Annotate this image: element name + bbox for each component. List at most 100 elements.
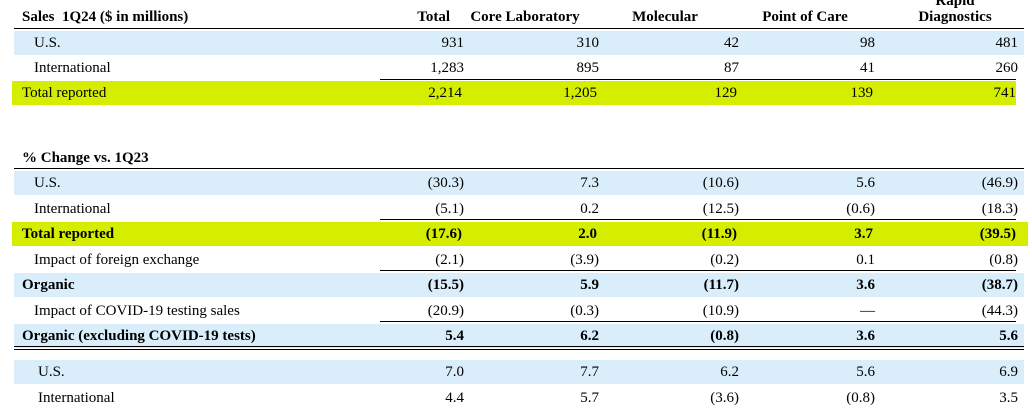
cell-core-laboratory: 310 <box>576 35 600 51</box>
table-row: U.S. 931 310 42 98 481 <box>14 31 1024 55</box>
cell-molecular: 6.2 <box>720 364 739 380</box>
section2-title: % Change vs. 1Q23 <box>22 150 149 166</box>
cell-point-of-care: 5.6 <box>856 175 875 191</box>
double-rule <box>14 346 1024 350</box>
cell-total: (5.1) <box>435 201 464 217</box>
cell-rapid-diagnostics: 481 <box>995 35 1019 51</box>
col-header-diagnostics: Diagnostics <box>918 9 992 25</box>
cell-rapid-diagnostics: (44.3) <box>981 303 1018 319</box>
table-row-total: Total reported 2,214 1,205 129 139 741 <box>12 81 1016 105</box>
cell-core-laboratory: 7.7 <box>580 364 599 380</box>
cell-point-of-care: 0.1 <box>856 252 875 268</box>
cell-core-laboratory: 1,205 <box>563 85 597 101</box>
cell-total: 4.4 <box>445 390 464 406</box>
cell-rapid-diagnostics: 741 <box>993 85 1017 101</box>
cell-molecular: (3.6) <box>710 390 739 406</box>
cell-core-laboratory: 5.9 <box>580 277 599 293</box>
table-row: International (5.1) 0.2 (12.5) (0.6) (18… <box>14 197 1024 221</box>
cell-total: (15.5) <box>427 277 464 293</box>
table-row: International 4.4 5.7 (3.6) (0.8) 3.5 <box>14 386 1024 410</box>
cell-core-laboratory: 6.2 <box>580 328 599 344</box>
table-row: U.S. 7.0 7.7 6.2 5.6 6.9 <box>14 360 1024 384</box>
table-row: Organic (excluding COVID-19 tests) 5.4 6… <box>14 324 1024 348</box>
cell-total: (2.1) <box>435 252 464 268</box>
cell-point-of-care: — <box>860 303 875 319</box>
table-row: Organic (15.5) 5.9 (11.7) 3.6 (38.7) <box>14 273 1024 297</box>
cell-molecular: (0.8) <box>710 328 739 344</box>
table-row-total: Total reported (17.6) 2.0 (11.9) 3.7 (39… <box>12 222 1028 246</box>
row-label: U.S. <box>34 35 61 51</box>
cell-core-laboratory: 7.3 <box>580 175 599 191</box>
col-header-total: Total <box>417 9 450 25</box>
row-label: International <box>38 390 115 406</box>
cell-molecular: 42 <box>724 35 739 51</box>
cell-core-laboratory: (0.3) <box>570 303 599 319</box>
cell-rapid-diagnostics: (39.5) <box>979 226 1016 242</box>
cell-total: (30.3) <box>427 175 464 191</box>
table-row: U.S. (30.3) 7.3 (10.6) 5.6 (46.9) <box>14 171 1024 195</box>
cell-molecular: (12.5) <box>702 201 739 217</box>
cell-point-of-care: 41 <box>860 60 875 76</box>
cell-point-of-care: (0.8) <box>846 390 875 406</box>
subtotal-rule <box>380 321 1016 322</box>
cell-total: 1,283 <box>430 60 464 76</box>
subtotal-rule <box>380 270 1016 271</box>
cell-point-of-care: 3.7 <box>854 226 873 242</box>
cell-core-laboratory: 895 <box>576 60 600 76</box>
row-label: International <box>34 60 111 76</box>
col-header-point-of-care: Point of Care <box>762 9 848 25</box>
cell-core-laboratory: 2.0 <box>578 226 597 242</box>
header-rule <box>14 168 1024 169</box>
cell-core-laboratory: 5.7 <box>580 390 599 406</box>
row-label: Impact of COVID-19 testing sales <box>34 303 240 319</box>
cell-molecular: 129 <box>714 85 738 101</box>
cell-total: (20.9) <box>427 303 464 319</box>
cell-molecular: (10.9) <box>702 303 739 319</box>
row-label: U.S. <box>34 175 61 191</box>
cell-total: 931 <box>441 35 465 51</box>
col-header-rapid: Rapid <box>935 0 975 9</box>
row-label: International <box>34 201 111 217</box>
cell-total: (17.6) <box>425 226 462 242</box>
cell-molecular: (10.6) <box>702 175 739 191</box>
cell-molecular: (11.7) <box>703 277 739 293</box>
cell-molecular: (11.9) <box>701 226 737 242</box>
cell-core-laboratory: (3.9) <box>570 252 599 268</box>
cell-point-of-care: 98 <box>860 35 875 51</box>
cell-rapid-diagnostics: 5.6 <box>999 328 1018 344</box>
cell-point-of-care: 5.6 <box>856 364 875 380</box>
cell-point-of-care: 139 <box>850 85 874 101</box>
row-label: Organic (excluding COVID-19 tests) <box>22 328 256 344</box>
row-label: Organic <box>22 277 75 293</box>
cell-point-of-care: (0.6) <box>846 201 875 217</box>
row-label: Total reported <box>22 226 115 242</box>
cell-rapid-diagnostics: (46.9) <box>981 175 1018 191</box>
cell-total: 2,214 <box>428 85 462 101</box>
cell-molecular: (0.2) <box>710 252 739 268</box>
row-label: Impact of foreign exchange <box>34 252 200 268</box>
cell-rapid-diagnostics: (38.7) <box>981 277 1018 293</box>
cell-molecular: 87 <box>724 60 739 76</box>
cell-point-of-care: 3.6 <box>856 277 875 293</box>
header-rule <box>14 28 1024 29</box>
cell-core-laboratory: 0.2 <box>580 201 599 217</box>
cell-total: 5.4 <box>445 328 464 344</box>
cell-rapid-diagnostics: 260 <box>995 60 1019 76</box>
row-divider <box>14 56 1024 57</box>
col-header-core-laboratory: Core Laboratory <box>470 9 580 25</box>
table-row: Impact of COVID-19 testing sales (20.9) … <box>14 299 1024 323</box>
row-label: U.S. <box>38 364 65 380</box>
row-label: Total reported <box>22 85 107 101</box>
section1-title: Sales 1Q24 ($ in millions) <box>22 9 189 25</box>
table-row: Impact of foreign exchange (2.1) (3.9) (… <box>14 248 1024 272</box>
cell-total: 7.0 <box>445 364 464 380</box>
cell-rapid-diagnostics: 6.9 <box>999 364 1018 380</box>
subtotal-rule <box>380 79 1016 80</box>
cell-rapid-diagnostics: (18.3) <box>981 201 1018 217</box>
table-row: International 1,283 895 87 41 260 <box>14 56 1024 80</box>
subtotal-rule <box>380 219 1016 220</box>
cell-point-of-care: 3.6 <box>856 328 875 344</box>
cell-rapid-diagnostics: 3.5 <box>999 390 1018 406</box>
cell-rapid-diagnostics: (0.8) <box>989 252 1018 268</box>
col-header-molecular: Molecular <box>632 9 698 25</box>
